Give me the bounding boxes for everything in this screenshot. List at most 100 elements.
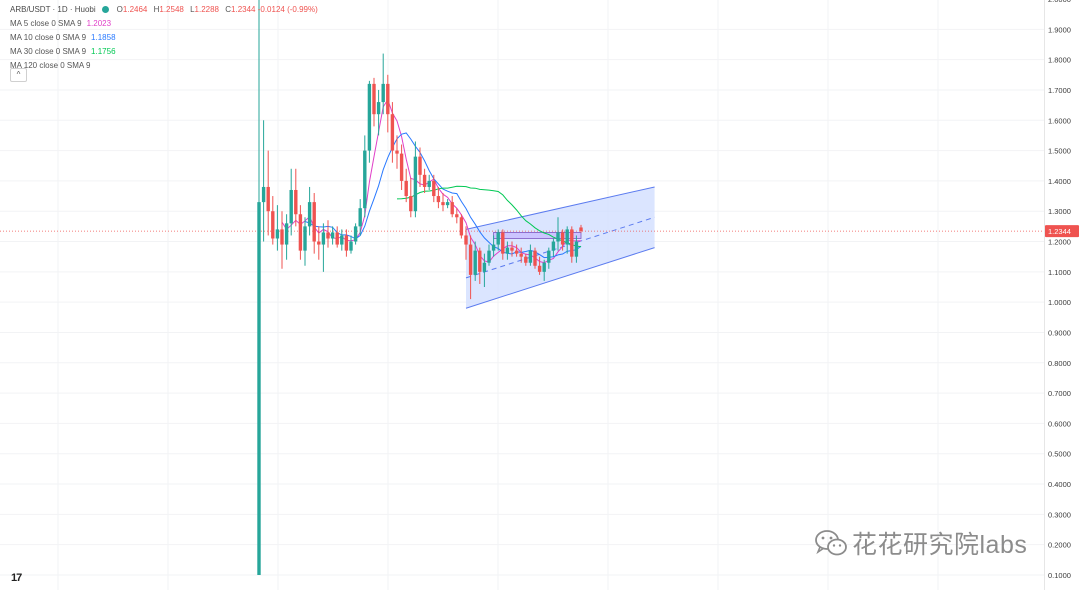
collapse-legend-button[interactable]: ^ bbox=[10, 68, 27, 82]
last-price-badge-bg bbox=[1045, 225, 1079, 238]
candle bbox=[266, 150, 270, 236]
candle bbox=[275, 205, 280, 251]
candle-body bbox=[312, 202, 316, 242]
candle bbox=[340, 229, 344, 251]
indicator-ma10[interactable]: MA 10 close 0 SMA 9 1.1858 bbox=[10, 31, 318, 45]
candle-body bbox=[376, 102, 381, 115]
candle bbox=[372, 77, 376, 127]
candle bbox=[321, 223, 326, 272]
tick-label: 1.6000 bbox=[1048, 116, 1071, 125]
candle bbox=[524, 253, 528, 266]
low-value: 1.2288 bbox=[194, 5, 219, 14]
candle-body bbox=[413, 156, 418, 212]
candle-body bbox=[551, 241, 556, 251]
candle bbox=[271, 196, 275, 245]
candle bbox=[353, 223, 358, 245]
candle bbox=[496, 229, 500, 251]
tick-label: 0.6000 bbox=[1048, 419, 1071, 428]
candle-body bbox=[335, 232, 339, 245]
candle bbox=[422, 168, 427, 194]
symbol-row[interactable]: ARB/USDT · 1D · Huobi O1.2464 H1.2548 L1.… bbox=[10, 3, 318, 17]
candle-body bbox=[427, 180, 431, 187]
open-label: O bbox=[116, 5, 123, 14]
candle bbox=[280, 211, 284, 269]
candle bbox=[409, 177, 413, 218]
candle-body bbox=[418, 156, 422, 175]
indicator-ma120[interactable]: MA 120 close 0 SMA 9 bbox=[10, 59, 318, 73]
indicator-ma5[interactable]: MA 5 close 0 SMA 9 1.2023 bbox=[10, 17, 318, 31]
watermark-text: 花花研究院labs bbox=[852, 531, 1028, 559]
candle-body bbox=[482, 262, 487, 272]
candle-body bbox=[441, 202, 445, 206]
tick-label: 1.2000 bbox=[1048, 238, 1071, 247]
candle-body bbox=[307, 202, 312, 227]
candle-body bbox=[363, 150, 367, 209]
tick-label: 1.5000 bbox=[1048, 147, 1071, 156]
wechat-icon bbox=[815, 530, 847, 556]
candle bbox=[399, 144, 404, 190]
candle-body bbox=[257, 202, 261, 575]
candle bbox=[363, 135, 367, 218]
indicator-value: 1.2023 bbox=[86, 19, 112, 28]
tick-label: 0.3000 bbox=[1048, 510, 1071, 519]
candle-body bbox=[560, 232, 565, 245]
candle bbox=[404, 168, 408, 203]
indicator-ma30[interactable]: MA 30 close 0 SMA 9 1.1756 bbox=[10, 45, 318, 59]
logo-text: 17 bbox=[11, 572, 22, 584]
indicator-label: MA 5 close 0 SMA 9 bbox=[10, 19, 82, 28]
tradingview-logo-icon[interactable]: 17 bbox=[11, 572, 22, 584]
high-label: H bbox=[153, 5, 160, 14]
tick-label: 0.7000 bbox=[1048, 389, 1071, 398]
watermark: 花花研究院labs bbox=[814, 526, 1027, 560]
tick-label: 1.8000 bbox=[1048, 56, 1071, 65]
candle bbox=[418, 147, 422, 187]
candle bbox=[551, 238, 556, 257]
candle bbox=[307, 186, 312, 236]
candle bbox=[560, 229, 565, 251]
candle bbox=[349, 235, 353, 254]
tick-label: 0.4000 bbox=[1048, 480, 1071, 489]
candle-body bbox=[395, 150, 399, 154]
low-label: L bbox=[190, 5, 195, 14]
candle-body bbox=[349, 241, 353, 251]
candle-body bbox=[501, 232, 505, 254]
candle-body bbox=[478, 250, 482, 272]
candle bbox=[505, 241, 510, 260]
chart-legend: ARB/USDT · 1D · Huobi O1.2464 H1.2548 L1.… bbox=[10, 3, 318, 73]
candle-body bbox=[353, 226, 358, 242]
candle bbox=[436, 186, 441, 209]
tick-label: 1.0000 bbox=[1048, 298, 1071, 307]
candle bbox=[574, 235, 579, 263]
candle bbox=[432, 174, 436, 203]
open-value: 1.2464 bbox=[122, 5, 148, 14]
candle bbox=[376, 89, 381, 136]
tick-label: 1.7000 bbox=[1048, 86, 1071, 95]
candle-body bbox=[505, 247, 510, 254]
tick-label: 1.3000 bbox=[1048, 207, 1071, 216]
symbol-title[interactable]: ARB/USDT · 1D · Huobi bbox=[10, 5, 96, 14]
candle-body bbox=[514, 250, 519, 254]
indicator-value: 1.1858 bbox=[91, 33, 116, 42]
candle-body bbox=[468, 244, 473, 275]
last-price-badge: 1.2344 bbox=[1045, 225, 1079, 238]
candle-body bbox=[491, 244, 496, 251]
candle bbox=[298, 205, 303, 260]
chevron-up-icon: ^ bbox=[16, 70, 21, 79]
close-label: C bbox=[225, 5, 232, 14]
candle bbox=[344, 229, 349, 257]
candle-body bbox=[284, 223, 289, 245]
candle-body bbox=[579, 227, 583, 232]
candle-body bbox=[487, 250, 491, 263]
candle-body bbox=[409, 196, 413, 212]
candle-body bbox=[271, 211, 275, 239]
candle bbox=[317, 226, 321, 260]
candle bbox=[261, 120, 266, 242]
candle-body bbox=[275, 229, 280, 239]
candle bbox=[413, 141, 418, 218]
candle-body bbox=[450, 202, 454, 215]
channel-mid-line bbox=[465, 216, 655, 279]
candle-body bbox=[537, 265, 542, 272]
channel-upper-line bbox=[465, 186, 655, 230]
last-price-label: 1.2344 bbox=[1048, 227, 1071, 236]
